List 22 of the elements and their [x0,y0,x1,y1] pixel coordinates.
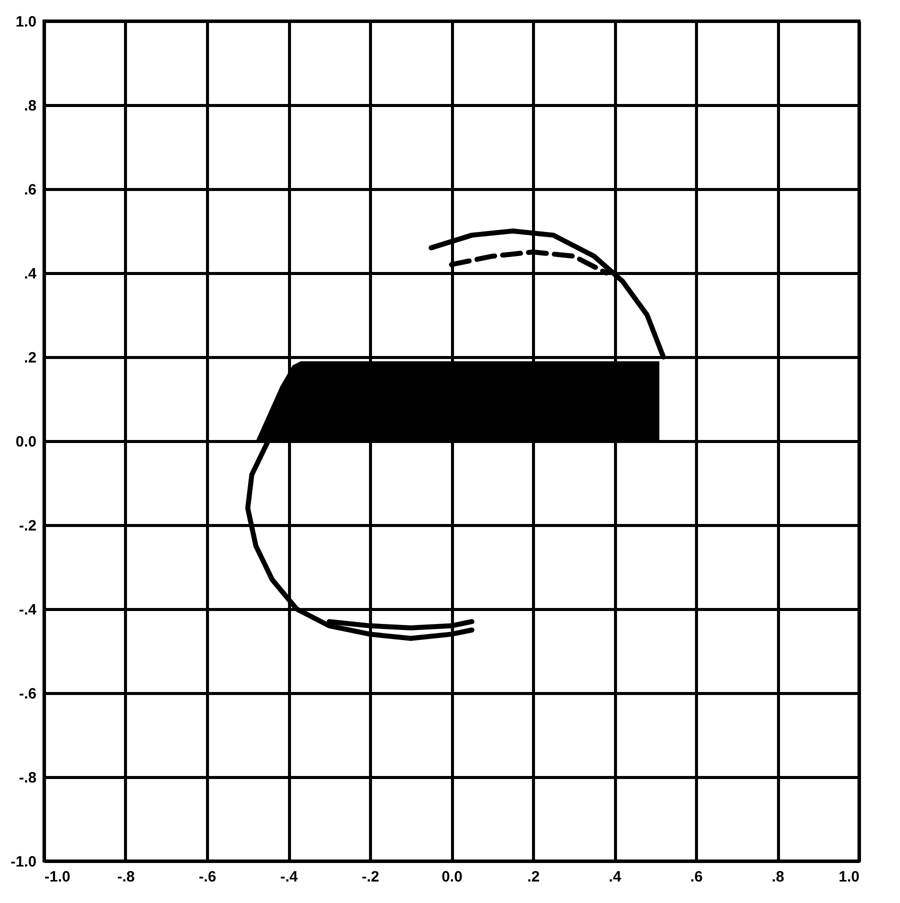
x-tick-label: .2 [527,868,540,886]
y-tick-label: -.4 [18,602,38,618]
x-tick-label: 0.0 [442,868,462,886]
x-tick-label: .4 [608,868,622,886]
y-tick-label: -1.0 [10,854,36,870]
y-tick-label: -.6 [18,686,36,702]
y-tick-label: .2 [24,350,36,366]
x-tick-label: .8 [772,868,784,886]
y-tick-label: -.8 [18,770,36,786]
x-tick-label: 1.0 [838,868,860,886]
y-tick-label: .8 [24,98,36,114]
y-tick-label: -.2 [18,518,36,534]
y-tick-label: .6 [24,182,36,198]
x-tick-label: .6 [690,868,703,886]
y-tick-label: 1.0 [16,14,36,30]
y-tick-label: 0.0 [16,434,36,450]
x-tick-label: -.2 [362,868,380,886]
x-tick-label: -1.0 [44,868,70,886]
x-tick-label: -.6 [198,868,216,886]
x-tick-label: -.8 [117,868,135,886]
y-tick-label: .4 [24,266,38,282]
x-tick-label: -.4 [280,868,298,886]
